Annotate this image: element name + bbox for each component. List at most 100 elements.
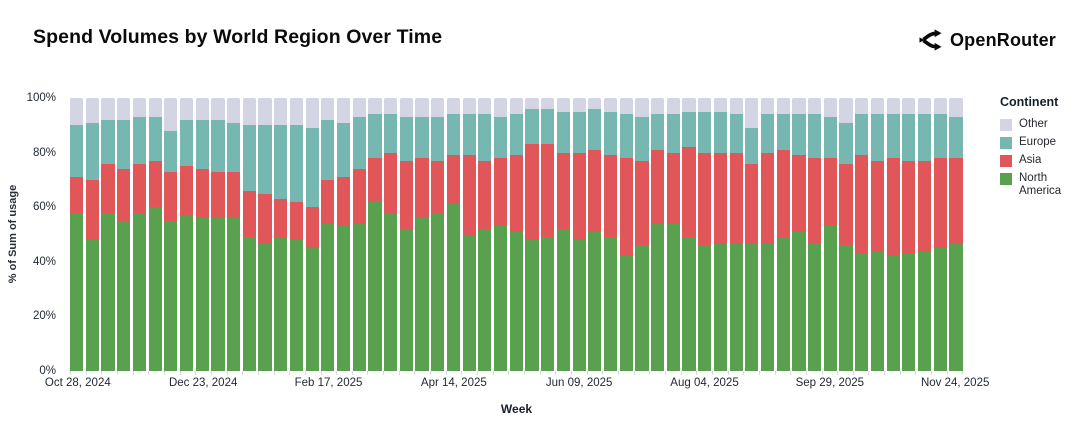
segment-europe[interactable] xyxy=(619,114,633,159)
segment-north-america[interactable] xyxy=(603,237,618,371)
segment-north-america[interactable] xyxy=(792,231,806,371)
segment-asia[interactable] xyxy=(886,158,900,257)
segment-north-america[interactable] xyxy=(556,229,570,371)
bar-week-8[interactable] xyxy=(179,98,194,371)
segment-asia[interactable] xyxy=(493,158,508,227)
bar-week-57[interactable] xyxy=(949,98,963,371)
bar-week-45[interactable] xyxy=(760,98,775,371)
bar-week-55[interactable] xyxy=(917,98,932,371)
segment-other[interactable] xyxy=(556,98,570,112)
segment-north-america[interactable] xyxy=(211,218,225,371)
segment-other[interactable] xyxy=(227,98,241,123)
segment-north-america[interactable] xyxy=(493,226,508,371)
bar-week-42[interactable] xyxy=(713,98,728,371)
segment-asia[interactable] xyxy=(917,160,932,251)
bar-week-30[interactable] xyxy=(525,98,539,371)
bar-week-16[interactable] xyxy=(305,98,319,371)
segment-other[interactable] xyxy=(85,98,99,123)
segment-asia[interactable] xyxy=(870,160,885,251)
segment-other[interactable] xyxy=(870,98,885,115)
bar-week-38[interactable] xyxy=(651,98,665,371)
segment-europe[interactable] xyxy=(525,108,539,145)
segment-asia[interactable] xyxy=(651,149,665,224)
segment-asia[interactable] xyxy=(760,152,775,243)
segment-north-america[interactable] xyxy=(933,248,947,371)
segment-other[interactable] xyxy=(242,98,256,126)
segment-europe[interactable] xyxy=(446,114,461,156)
segment-north-america[interactable] xyxy=(132,212,147,371)
segment-europe[interactable] xyxy=(745,128,759,164)
segment-other[interactable] xyxy=(446,98,461,115)
segment-north-america[interactable] xyxy=(870,250,885,371)
segment-europe[interactable] xyxy=(603,111,618,156)
bar-week-53[interactable] xyxy=(886,98,900,371)
segment-north-america[interactable] xyxy=(384,212,398,371)
bar-week-27[interactable] xyxy=(478,98,492,371)
segment-other[interactable] xyxy=(729,98,743,115)
segment-north-america[interactable] xyxy=(776,237,790,371)
segment-other[interactable] xyxy=(493,98,508,118)
segment-north-america[interactable] xyxy=(321,223,335,371)
segment-europe[interactable] xyxy=(478,114,492,161)
bar-week-24[interactable] xyxy=(431,98,445,371)
segment-north-america[interactable] xyxy=(729,242,743,371)
bar-week-40[interactable] xyxy=(682,98,696,371)
segment-asia[interactable] xyxy=(258,193,272,243)
segment-north-america[interactable] xyxy=(289,239,304,371)
bar-week-10[interactable] xyxy=(211,98,225,371)
segment-other[interactable] xyxy=(478,98,492,115)
segment-north-america[interactable] xyxy=(917,250,932,371)
bar-week-15[interactable] xyxy=(289,98,304,371)
segment-asia[interactable] xyxy=(933,158,947,249)
segment-north-america[interactable] xyxy=(227,218,241,371)
segment-europe[interactable] xyxy=(541,108,555,145)
bar-week-22[interactable] xyxy=(399,98,413,371)
segment-asia[interactable] xyxy=(541,144,555,238)
segment-other[interactable] xyxy=(415,98,429,118)
segment-asia[interactable] xyxy=(949,158,963,243)
segment-other[interactable] xyxy=(698,98,712,112)
segment-asia[interactable] xyxy=(792,155,806,232)
segment-north-america[interactable] xyxy=(635,245,649,371)
segment-asia[interactable] xyxy=(415,158,429,219)
segment-other[interactable] xyxy=(195,98,209,120)
legend-item-other[interactable]: Other xyxy=(1000,118,1076,131)
segment-north-america[interactable] xyxy=(462,234,476,371)
segment-europe[interactable] xyxy=(760,114,775,153)
segment-north-america[interactable] xyxy=(274,237,288,371)
bar-week-7[interactable] xyxy=(164,98,178,371)
segment-europe[interactable] xyxy=(792,114,806,156)
segment-north-america[interactable] xyxy=(572,239,586,371)
segment-europe[interactable] xyxy=(917,114,932,161)
segment-other[interactable] xyxy=(509,98,523,115)
segment-other[interactable] xyxy=(541,98,555,109)
bar-week-18[interactable] xyxy=(336,98,351,371)
bar-week-35[interactable] xyxy=(603,98,618,371)
segment-asia[interactable] xyxy=(431,160,445,213)
bar-week-12[interactable] xyxy=(242,98,256,371)
segment-asia[interactable] xyxy=(336,177,351,227)
segment-asia[interactable] xyxy=(666,152,680,224)
segment-europe[interactable] xyxy=(698,111,712,153)
segment-north-america[interactable] xyxy=(85,239,99,371)
legend-item-europe[interactable]: Europe xyxy=(1000,136,1076,149)
segment-north-america[interactable] xyxy=(698,245,712,371)
segment-north-america[interactable] xyxy=(745,242,759,371)
segment-north-america[interactable] xyxy=(415,218,429,371)
segment-asia[interactable] xyxy=(556,152,570,230)
segment-asia[interactable] xyxy=(211,171,225,219)
segment-asia[interactable] xyxy=(117,169,131,221)
segment-asia[interactable] xyxy=(776,149,790,238)
segment-north-america[interactable] xyxy=(117,220,131,371)
bar-week-14[interactable] xyxy=(274,98,288,371)
segment-europe[interactable] xyxy=(666,114,680,153)
segment-asia[interactable] xyxy=(572,152,586,240)
segment-north-america[interactable] xyxy=(839,245,853,371)
segment-asia[interactable] xyxy=(603,155,618,238)
bar-week-47[interactable] xyxy=(792,98,806,371)
segment-other[interactable] xyxy=(603,98,618,112)
bar-week-33[interactable] xyxy=(572,98,586,371)
segment-asia[interactable] xyxy=(305,207,319,249)
bar-week-23[interactable] xyxy=(415,98,429,371)
bar-week-28[interactable] xyxy=(493,98,508,371)
